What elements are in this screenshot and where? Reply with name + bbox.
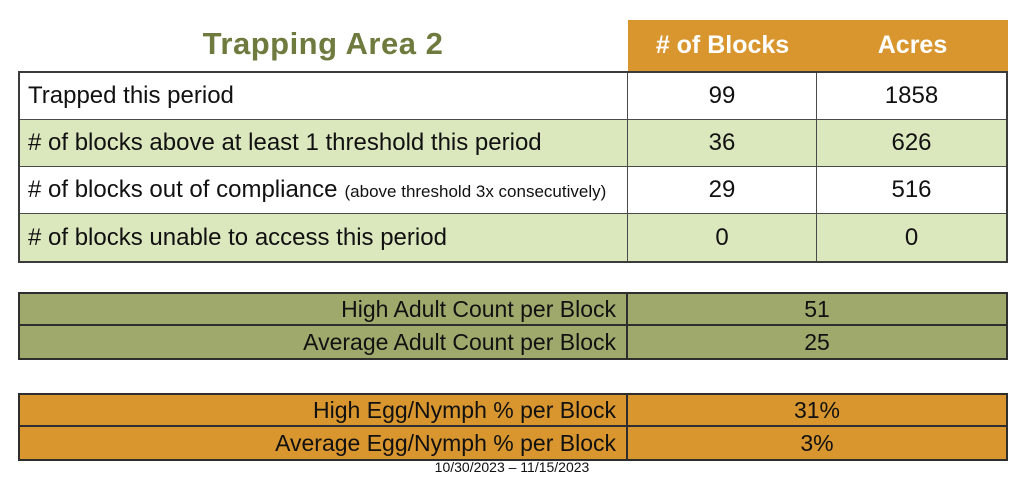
adult-count-table: High Adult Count per Block 51 Average Ad… [18, 292, 1008, 360]
row-value: 3% [800, 429, 834, 456]
column-header-blocks: # of Blocks [655, 31, 790, 59]
table-row: Average Adult Count per Block 25 [20, 326, 1006, 358]
row-label-text: Trapped this period [28, 82, 234, 109]
row-label: Trapped this period [20, 73, 628, 119]
date-range-caption: 10/30/2023 – 11/15/2023 [434, 459, 590, 475]
page-title: Trapping Area 2 [202, 26, 444, 61]
acres-value: 516 [891, 176, 932, 203]
row-value: 31% [793, 396, 841, 423]
row-label-text: # of blocks unable to access this period [28, 223, 447, 251]
blocks-value: 36 [628, 120, 817, 166]
row-label-note: (above threshold 3x consecutively) [344, 181, 607, 201]
acres-value: 0 [904, 223, 919, 251]
summary-table: Trapped this period 99 1858 # of blocks … [18, 71, 1008, 263]
blocks-value: 99 [628, 73, 817, 119]
table-row: # of blocks unable to access this period… [20, 214, 1006, 261]
acres-value: 1858 [884, 82, 939, 109]
row-label: # of blocks unable to access this period [20, 214, 628, 261]
table-row: High Egg/Nymph % per Block 31% [20, 395, 1006, 427]
row-label-text: # of blocks above at least 1 threshold t… [28, 129, 542, 156]
acres-value: 626 [891, 129, 932, 156]
row-label: Average Adult Count per Block [20, 326, 628, 358]
column-header-acres: Acres [877, 31, 948, 59]
egg-nymph-table: High Egg/Nymph % per Block 31% Average E… [18, 393, 1008, 461]
row-label: High Egg/Nymph % per Block [20, 395, 628, 425]
table-row: High Adult Count per Block 51 [20, 294, 1006, 326]
row-label: High Adult Count per Block [20, 294, 628, 324]
table-row: # of blocks out of compliance (above thr… [20, 167, 1006, 214]
row-value: 25 [804, 328, 830, 355]
row-value: 51 [804, 295, 830, 322]
table-row: Average Egg/Nymph % per Block 3% [20, 427, 1006, 459]
table-row: # of blocks above at least 1 threshold t… [20, 120, 1006, 167]
row-label: # of blocks above at least 1 threshold t… [20, 120, 628, 166]
row-label-text: # of blocks out of compliance [28, 176, 338, 203]
column-header-band: # of Blocks Acres [628, 20, 1008, 71]
blocks-value: 29 [628, 167, 817, 213]
row-label: # of blocks out of compliance (above thr… [20, 167, 628, 213]
blocks-value: 0 [628, 214, 817, 261]
row-label: Average Egg/Nymph % per Block [20, 427, 628, 459]
table-row: Trapped this period 99 1858 [20, 73, 1006, 120]
